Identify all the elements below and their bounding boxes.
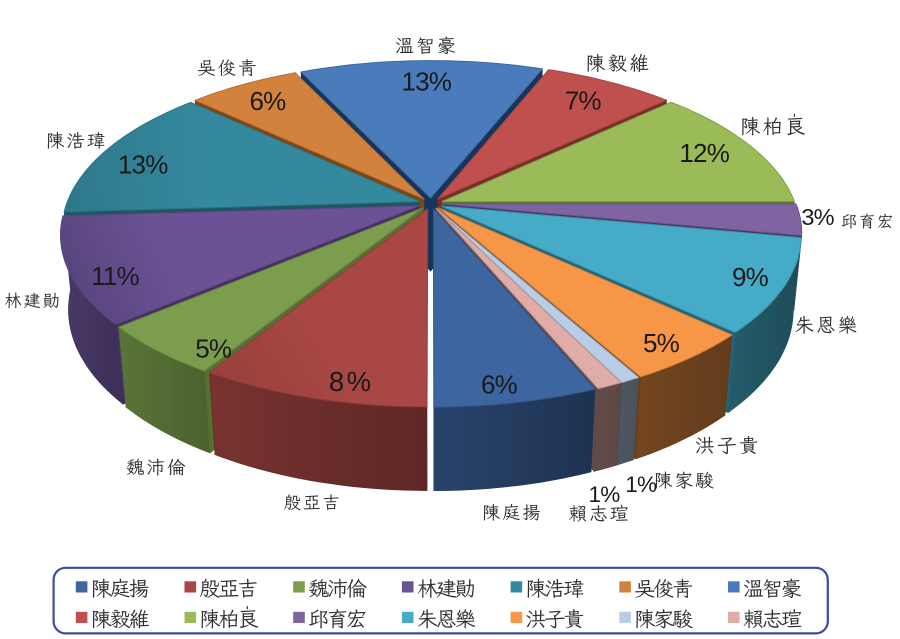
svg-text:6%: 6%: [250, 86, 287, 116]
svg-text:5%: 5%: [643, 328, 680, 358]
svg-text:13%: 13%: [118, 150, 168, 180]
svg-text:1%: 1%: [589, 482, 621, 507]
svg-text:9%: 9%: [732, 262, 769, 292]
svg-text:6%: 6%: [481, 370, 518, 400]
svg-text:3%: 3%: [801, 204, 834, 230]
svg-text:5%: 5%: [195, 334, 232, 364]
svg-text:1%: 1%: [625, 472, 657, 497]
svg-text:7%: 7%: [565, 85, 602, 115]
svg-text:12%: 12%: [679, 138, 729, 168]
svg-text:13%: 13%: [401, 67, 451, 97]
svg-text:11%: 11%: [91, 261, 139, 291]
svg-text:8%: 8%: [329, 366, 374, 397]
